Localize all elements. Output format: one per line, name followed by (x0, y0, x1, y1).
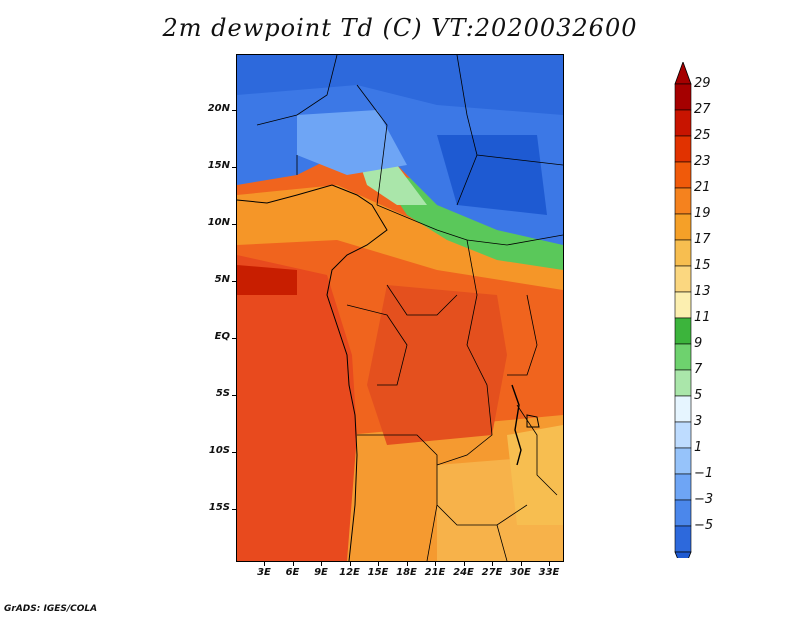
lat-tick (232, 395, 237, 396)
eastern-sahara-patch (437, 135, 547, 215)
colorbar-segment (674, 499, 692, 527)
lon-tick (264, 561, 265, 566)
colorbar-label: 9 (694, 336, 703, 351)
lon-tick (406, 561, 408, 566)
lon-tick (549, 561, 550, 566)
colorbar-segment (674, 369, 692, 397)
lon-tick (435, 561, 436, 566)
colorbar-bottom-arrow (674, 551, 692, 558)
colorbar-label: 5 (694, 388, 703, 403)
congo-basin (367, 285, 507, 445)
colorbar-segment (674, 447, 692, 475)
colorbar-label: 19 (694, 206, 711, 221)
lat-tick-label: 20N (207, 103, 230, 114)
colorbar-label: 17 (694, 232, 711, 247)
lat-tick-label: 15N (207, 160, 230, 171)
colorbar-label: 11 (694, 310, 711, 325)
lake-victoria (526, 414, 540, 428)
footer-credit: GrADS: IGES/COLA (4, 604, 98, 614)
lat-tick-label: 5N (214, 274, 230, 285)
colorbar-label: 3 (694, 414, 703, 429)
country-borders (256, 55, 563, 561)
west-coastline (237, 184, 388, 561)
colorbar-segment (674, 343, 692, 371)
lat-tick-label: 10S (208, 445, 230, 456)
lat-tick (232, 224, 237, 225)
colorbar-segment (674, 83, 692, 111)
lon-tick (492, 561, 493, 566)
colorbar-segment (674, 395, 692, 423)
colorbar-label: −3 (694, 492, 714, 507)
colorbar-segment (674, 239, 692, 267)
lat-tick (232, 338, 237, 339)
lon-tick-label: 33E (538, 567, 560, 578)
lon-tick (349, 561, 351, 566)
colorbar-label: 21 (694, 180, 711, 195)
map-title: 2m dewpoint Td (C) VT:2020032600 (162, 14, 638, 42)
colorbar-label: −1 (694, 466, 714, 481)
lat-tick-label: 5S (215, 388, 230, 399)
colorbar-segment (674, 265, 692, 293)
lat-tick-label: 10N (207, 217, 230, 228)
lat-tick (232, 167, 237, 168)
colorbar-segment (674, 525, 692, 553)
colorbar-segment (674, 213, 692, 241)
colorbar-segment (674, 187, 692, 215)
colorbar-label: 7 (694, 362, 703, 377)
atlantic-ocean-region (237, 255, 357, 561)
colorbar-segment (674, 317, 692, 345)
colorbar-label: 13 (694, 284, 711, 299)
lon-tick-label: 15E (367, 567, 389, 578)
colorbar-segment (674, 473, 692, 501)
colorbar-segment (674, 135, 692, 163)
colorbar-segment (674, 291, 692, 319)
lat-tick (232, 110, 237, 111)
lon-tick-label: 30E (510, 567, 531, 578)
lon-tick-label: 6E (285, 567, 300, 578)
colorbar (674, 62, 692, 558)
colorbar-segment (674, 421, 692, 449)
colorbar-label: −5 (694, 518, 714, 533)
lat-tick-label: EQ (214, 331, 230, 342)
lon-tick (463, 561, 465, 566)
colorbar-label: 25 (694, 128, 711, 143)
colorbar-label: 23 (694, 154, 711, 169)
lake-tanganyika (511, 384, 522, 466)
northern-dry-region (237, 55, 563, 115)
lat-tick (232, 281, 237, 282)
green-moist-band (377, 170, 563, 270)
colorbar-label: 29 (694, 76, 711, 91)
colorbar-label: 15 (694, 258, 711, 273)
lon-tick-label: 3E (257, 567, 271, 578)
lon-tick-label: 21E (424, 567, 446, 578)
sahel-transition (237, 185, 563, 290)
lon-tick-label: 27E (481, 567, 503, 578)
gulf-of-guinea (237, 265, 297, 295)
lat-tick-label: 15S (208, 502, 230, 513)
colorbar-label: 27 (694, 102, 711, 117)
lon-tick (520, 561, 522, 566)
colorbar-top-arrow (674, 62, 692, 85)
colorbar-segment (674, 161, 692, 189)
lon-tick (378, 561, 379, 566)
dewpoint-map (236, 54, 564, 562)
lon-tick-label: 24E (453, 567, 474, 578)
lon-tick-label: 12E (339, 567, 360, 578)
lat-tick (232, 509, 237, 510)
lat-tick (232, 452, 237, 453)
lon-tick (292, 561, 294, 566)
central-sahara-patch (297, 110, 407, 175)
lon-tick-label: 9E (314, 567, 328, 578)
lon-tick-label: 18E (396, 567, 417, 578)
colorbar-label: 1 (694, 440, 703, 455)
colorbar-segment (674, 109, 692, 137)
lon-tick (321, 561, 322, 566)
eastern-highland (507, 425, 563, 525)
dewpoint-field (237, 55, 563, 561)
